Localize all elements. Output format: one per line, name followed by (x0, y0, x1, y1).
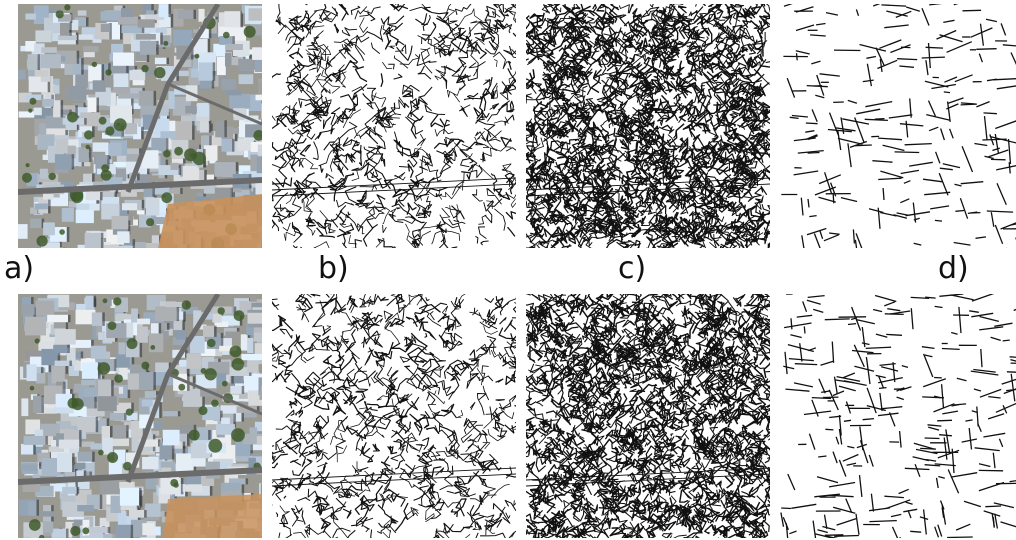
line-segments-top-graphic (780, 4, 1016, 248)
edge-map-sparse-bottom (272, 294, 516, 538)
label-a: a) (4, 251, 35, 286)
edge-map-dense-top (526, 4, 770, 248)
label-b: b) (318, 251, 349, 286)
label-d: d) (938, 251, 969, 286)
satellite-image-bottom (18, 294, 262, 538)
satellite-image-bottom-graphic (18, 294, 262, 538)
edge-map-sparse-top (272, 4, 516, 248)
satellite-image-top (18, 4, 262, 248)
edge-map-dense-top-graphic (526, 4, 770, 248)
line-segments-bottom-graphic (780, 294, 1016, 538)
edge-map-sparse-top-graphic (272, 4, 516, 248)
line-segments-top (780, 4, 1016, 248)
label-c: c) (618, 251, 647, 286)
edge-map-dense-bottom (526, 294, 770, 538)
edge-map-dense-bottom-graphic (526, 294, 770, 538)
line-segments-bottom (780, 294, 1016, 538)
satellite-image-top-graphic (18, 4, 262, 248)
edge-map-sparse-bottom-graphic (272, 294, 516, 538)
